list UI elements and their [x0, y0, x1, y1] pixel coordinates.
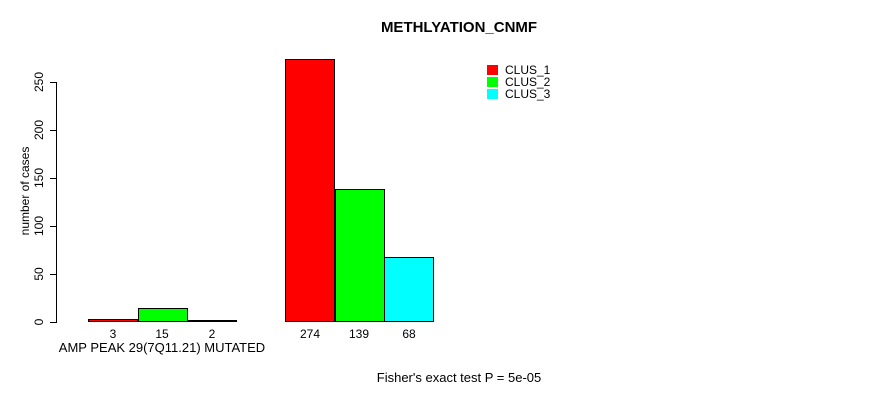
- y-tick-label: 0: [32, 318, 46, 326]
- bar-value-label: 68: [402, 327, 416, 341]
- bar-clus_3-group2: [384, 257, 434, 322]
- y-tick-mark: [50, 81, 57, 83]
- legend: CLUS_1 CLUS_2 CLUS_3: [487, 63, 551, 101]
- y-tick-mark: [50, 129, 57, 131]
- legend-item-clus_1: CLUS_1: [487, 63, 551, 77]
- y-tick-label: 200: [32, 119, 46, 141]
- legend-item-clus_3: CLUS_3: [487, 87, 551, 101]
- y-tick-mark: [50, 177, 57, 179]
- bar-value-label: 2: [208, 327, 216, 341]
- y-tick-label: 150: [32, 167, 46, 189]
- bar-clus_1-group2: [285, 59, 335, 322]
- bar-value-label: 15: [155, 327, 169, 341]
- legend-label: CLUS_1: [505, 63, 551, 77]
- legend-label: CLUS_3: [505, 87, 551, 101]
- y-tick-mark: [50, 321, 57, 323]
- bar-value-label: 274: [299, 327, 321, 341]
- bar-clus_3-group1: [187, 320, 237, 322]
- y-tick-mark: [50, 273, 57, 275]
- y-tick-label: 250: [32, 71, 46, 93]
- bar-value-label: 3: [109, 327, 117, 341]
- x-axis-category-label: AMP PEAK 29(7Q11.21) MUTATED: [58, 340, 266, 355]
- y-tick-mark: [50, 225, 57, 227]
- chart-title: METHLYATION_CNMF: [380, 19, 538, 36]
- y-tick-label: 100: [32, 215, 46, 237]
- legend-swatch-icon: [487, 77, 498, 87]
- legend-swatch-icon: [487, 89, 498, 99]
- legend-label: CLUS_2: [505, 75, 551, 89]
- y-tick-label: 50: [32, 267, 46, 281]
- fisher-test-annotation: Fisher's exact test P = 5e-05: [376, 370, 542, 385]
- bar-clus_2-group1: [138, 308, 188, 322]
- bar-clus_1-group1: [88, 319, 138, 322]
- bar-clus_2-group2: [335, 189, 385, 322]
- legend-item-clus_2: CLUS_2: [487, 75, 551, 89]
- bar-value-label: 139: [348, 327, 370, 341]
- legend-swatch-icon: [487, 65, 498, 75]
- y-axis-label: number of cases: [18, 146, 32, 236]
- y-axis-line: [56, 82, 57, 322]
